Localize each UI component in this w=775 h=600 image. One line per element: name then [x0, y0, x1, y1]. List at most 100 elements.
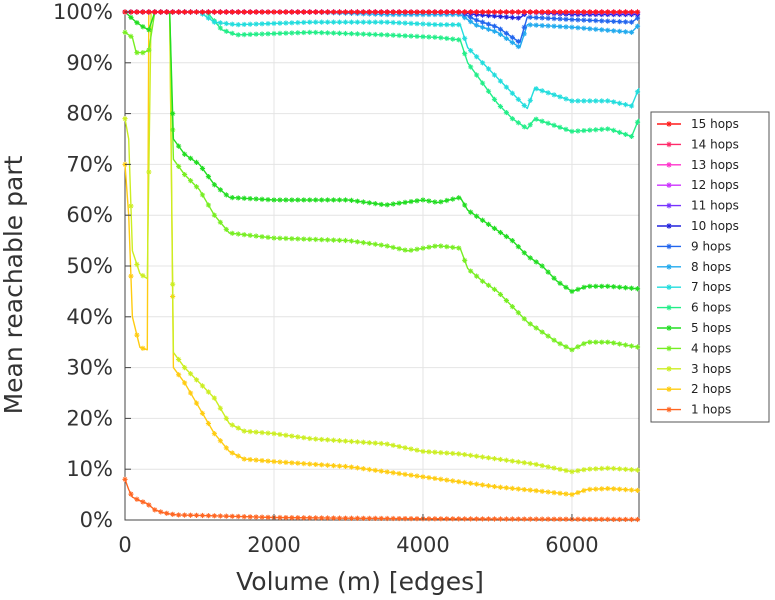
data-point	[354, 198, 361, 204]
series-8-hops	[122, 9, 641, 50]
data-point	[348, 19, 355, 25]
data-point	[611, 465, 617, 472]
data-point	[342, 197, 349, 203]
data-point	[330, 19, 337, 25]
data-point	[408, 20, 414, 26]
data-point	[527, 97, 533, 103]
data-point	[491, 23, 498, 29]
data-point	[241, 514, 247, 520]
data-point	[342, 515, 349, 521]
data-point	[342, 9, 349, 15]
data-point	[497, 484, 504, 490]
data-point	[205, 420, 212, 427]
data-point	[599, 9, 605, 15]
data-point	[575, 468, 581, 474]
legend-label: 12 hops	[691, 178, 739, 192]
data-point	[587, 486, 593, 492]
data-point	[307, 461, 313, 467]
data-point	[539, 15, 545, 21]
data-point	[378, 440, 384, 447]
data-point	[187, 155, 194, 161]
data-point	[474, 12, 480, 18]
y-axis-title: Mean reachable part	[0, 155, 28, 414]
data-point	[587, 26, 593, 32]
data-point	[295, 9, 301, 15]
data-point	[605, 283, 611, 289]
y-tick-label: 20%	[66, 406, 113, 430]
data-point	[390, 9, 396, 15]
data-point	[593, 466, 599, 472]
data-point	[628, 467, 635, 473]
data-point	[617, 129, 623, 135]
data-point	[587, 9, 593, 15]
data-point	[628, 103, 635, 109]
data-point	[211, 431, 217, 437]
data-point	[575, 25, 581, 31]
data-point	[223, 415, 229, 421]
data-point	[575, 17, 581, 23]
data-point	[330, 463, 337, 469]
data-point	[587, 339, 593, 345]
data-point	[533, 516, 539, 522]
data-point	[593, 98, 599, 104]
data-point	[515, 459, 521, 465]
data-point	[307, 9, 313, 15]
data-point	[277, 30, 283, 36]
data-point	[509, 238, 515, 244]
data-point	[545, 90, 551, 96]
data-point	[521, 516, 527, 522]
data-point	[462, 451, 468, 458]
data-point	[241, 21, 247, 28]
y-tick-label: 0%	[80, 508, 113, 532]
data-point	[611, 340, 617, 346]
data-point	[420, 474, 426, 480]
legend-entry: 5 hops	[657, 321, 731, 335]
data-point	[265, 234, 271, 240]
data-point	[408, 33, 414, 39]
data-point	[402, 471, 408, 477]
data-point	[223, 513, 229, 519]
data-point	[479, 482, 486, 488]
data-point	[307, 236, 313, 242]
data-point	[479, 217, 486, 223]
data-point	[581, 487, 587, 494]
data-point	[241, 195, 247, 201]
data-point	[503, 84, 510, 90]
data-point	[402, 20, 408, 26]
data-point	[581, 127, 587, 134]
data-point	[509, 516, 515, 522]
data-point	[283, 30, 289, 36]
data-point	[587, 516, 593, 522]
data-point	[444, 477, 450, 483]
data-point	[253, 21, 259, 27]
data-point	[622, 102, 629, 108]
legend-entry: 1 hops	[657, 403, 731, 417]
data-point	[384, 441, 390, 447]
data-point	[634, 487, 641, 494]
data-point	[628, 133, 635, 140]
data-point	[259, 234, 265, 240]
y-tick-label: 10%	[66, 457, 113, 481]
data-point	[474, 72, 480, 78]
data-point	[295, 20, 301, 26]
data-point	[313, 197, 319, 203]
data-point	[557, 341, 563, 347]
data-point	[605, 98, 611, 104]
data-point	[325, 462, 331, 468]
data-point	[205, 9, 212, 15]
series-6-hops	[122, 9, 641, 140]
data-point	[396, 200, 402, 206]
data-point	[569, 469, 575, 475]
data-point	[372, 9, 378, 15]
data-point	[289, 433, 295, 439]
data-point	[348, 9, 355, 15]
data-point	[521, 24, 527, 30]
data-point	[474, 516, 480, 522]
data-point	[569, 24, 575, 30]
data-point	[444, 244, 450, 250]
data-point	[462, 516, 468, 522]
data-point	[563, 516, 569, 522]
data-point	[521, 102, 527, 109]
data-point	[575, 516, 581, 522]
data-point	[330, 9, 337, 15]
